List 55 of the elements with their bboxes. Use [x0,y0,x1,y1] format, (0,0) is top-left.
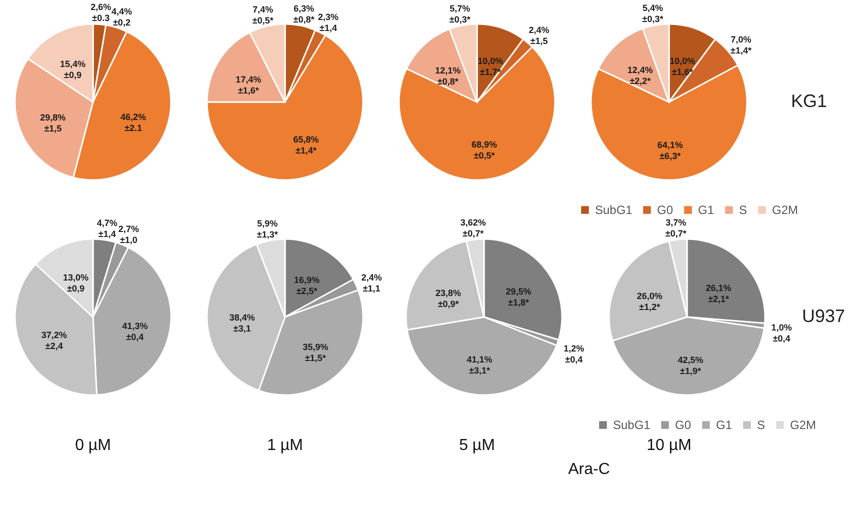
data-label: 65,8% ±1,4* [293,134,319,156]
data-label: 46,2% ±2.1 [120,112,146,133]
text: 1 µM [267,437,303,454]
data-label: 26,0% ±1,2* [636,290,662,312]
data-label: 2,4% ±1,5 [528,24,550,46]
data-label: 29,8% ±1,5 [40,112,66,134]
data-label: 7,4% ±0,5* [252,4,274,26]
legend-label: G0 [675,418,692,432]
data-label: 23,8% ±0,9* [436,288,462,310]
text: 10 µM [646,437,692,454]
data-label: 1,0% ±0,4 [771,322,792,344]
data-label: 5,9% ±1,3* [256,218,278,240]
text: Ara-C [568,461,610,478]
data-label: 1,2% ±0,4 [564,343,584,364]
data-label: 5,7% ±0,3* [449,3,471,24]
data-label: 4,7% ±1,4 [96,218,118,239]
text: U937 [802,306,845,326]
data-label: 7,0% ±1,4* [730,34,752,56]
data-label: 3,62% ±0,7* [460,217,486,238]
data-label: 37,2% ±2,4 [41,330,67,352]
legend-label: G2M [790,418,816,432]
data-label: 15,4% ±0,9 [60,59,86,80]
legend-label: SubG1 [595,203,633,217]
data-label: 42,5% ±1,9* [678,354,704,376]
data-label: 16,9% ±2,5* [294,275,320,296]
data-label: 6,3% ±0,8* [293,4,315,25]
data-label: 64,1% ±6,3* [657,140,683,161]
data-label: 26,1% ±2,1* [706,282,732,304]
data-label: 13,0% ±0,9 [63,272,89,294]
data-label: 41,1% ±3,1* [466,354,492,376]
data-label: 4,4% ±0,2 [111,6,132,28]
data-label: 12,4% ±2,2* [627,65,653,86]
legend-label: S [739,203,748,217]
text: 5 µM [459,437,495,454]
data-label: 2,6% ±0.3 [90,2,112,24]
data-label: 3,7% ±0,7* [665,217,687,238]
text: 0 µM [75,437,111,454]
data-label: 41,3% ±0,4 [122,320,148,342]
data-label: 29,5% ±1,8* [506,286,532,308]
text: KG1 [790,91,827,111]
data-label: 2,7% ±1,0 [118,224,139,245]
legend-label: G0 [657,203,674,217]
data-label: 68,9% ±0,5* [472,139,498,160]
data-label: 2,3% ±1,4 [318,12,339,34]
legend-label: G1 [716,418,732,432]
legend-label: S [757,418,766,432]
data-label: 38,4% ±3,1 [229,312,255,334]
data-label: 5,4% ±0,3* [642,3,664,24]
legend-label: G1 [698,203,714,217]
legend-label: SubG1 [613,418,651,432]
legend-label: G2M [772,203,798,217]
data-label: 35,9% ±1,5* [302,342,328,364]
data-label: 12,1% ±0,8* [435,65,461,86]
data-label: 2,4% ±1,1 [361,272,382,294]
data-label: 17,4% ±1,6* [236,74,262,96]
